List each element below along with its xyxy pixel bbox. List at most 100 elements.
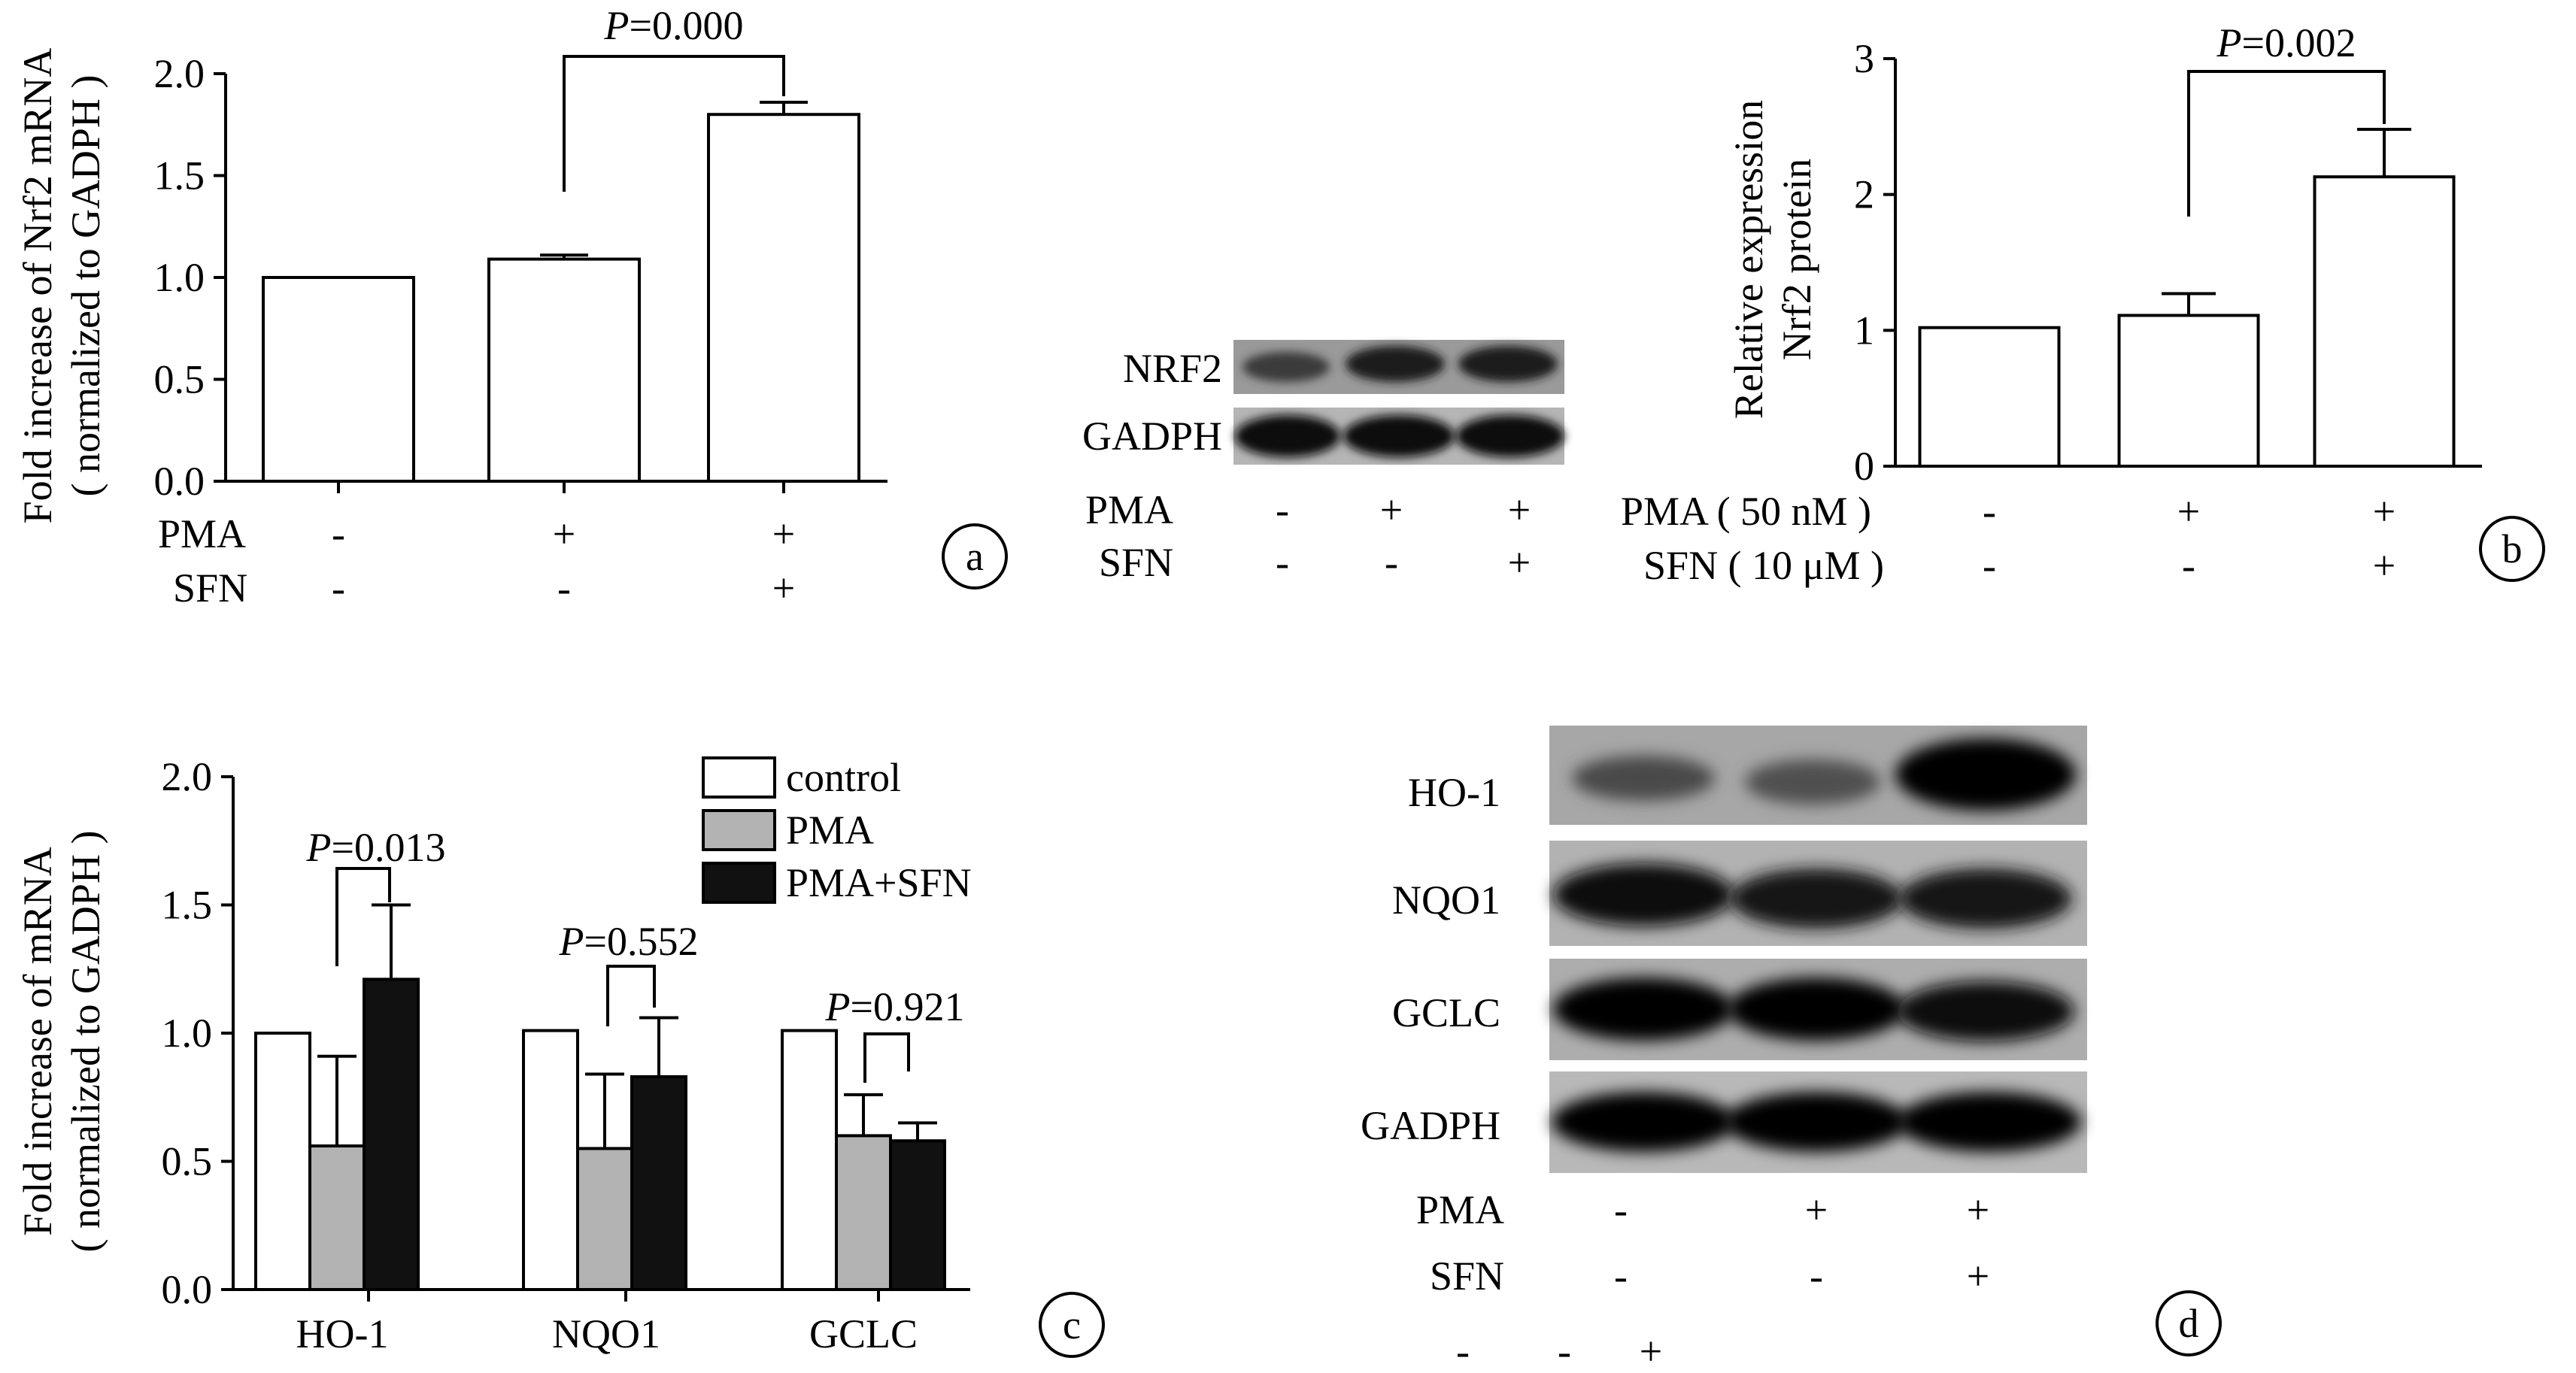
panel-a-row2-label: SFN (173, 565, 247, 611)
panel-d-label: d (2179, 1301, 2199, 1346)
bar (2117, 314, 2260, 468)
panel-a-sig-bracket (563, 55, 785, 192)
panel-c-sig-value: =0.552 (584, 919, 699, 964)
blot-nrf2-label-gadph: GADPH (1082, 414, 1222, 459)
blot-band (1343, 415, 1455, 457)
panel-d-row1-mark: - (1614, 1187, 1628, 1232)
blot-band (1728, 977, 1905, 1041)
y-tick-label: 2.0 (154, 51, 205, 96)
blot-d-label-nqo1: NQO1 (1392, 877, 1500, 923)
panel-a-sig-label: P=0.000 (604, 3, 744, 48)
y-tick-label: 1.5 (162, 883, 213, 928)
bar-control (522, 1029, 579, 1291)
panel-a-row1-label: PMA (158, 511, 246, 556)
blot-band (1899, 868, 2072, 929)
y-tick-label: 1.0 (162, 1011, 213, 1056)
bar-control (781, 1029, 838, 1291)
blot-nrf2-row2-label: SFN (1099, 540, 1173, 585)
panel-d-row1-mark: + (1967, 1187, 1989, 1232)
panel-c-sig-p: P (306, 825, 332, 870)
panel-a-row1-mark: + (772, 511, 795, 556)
panel-a-significance: P=0.000 (563, 3, 785, 192)
legend-swatch-control (702, 756, 776, 799)
panel-b-row1-mark: - (1983, 489, 1996, 534)
panel-a-ylabel: Fold increase of Nrf2 mRNA ( normalized … (15, 48, 108, 524)
blot-nrf2-row1-mark: + (1508, 487, 1531, 532)
panel-a-label-circle (942, 523, 1008, 590)
panel-b-label: b (2502, 526, 2523, 571)
panel-b-ylabel-line2: Nrf2 protein (1774, 159, 1819, 360)
y-tick-label: 2.0 (162, 754, 213, 799)
blot-band (1897, 981, 2074, 1041)
y-tick-label: 0.5 (162, 1139, 213, 1184)
panel-b-row1-label: PMA ( 50 nM ) (1621, 489, 1871, 534)
panel-b-sig-p: P (2216, 20, 2242, 65)
blot-band (1553, 977, 1734, 1041)
blot-nrf2-row2-mark: - (1385, 540, 1398, 585)
panel-c-sig-value: =0.013 (332, 825, 446, 870)
panel-b: Relative expression Nrf2 protein 0 1 2 3 P=… (1621, 20, 2545, 588)
blot-d-bands (1552, 738, 2081, 1152)
blot-band (1552, 1092, 1735, 1152)
panel-c-sig-label-gclc: P=0.921 (825, 984, 965, 1029)
blot-nrf2-bands (1242, 346, 1558, 382)
panel-c-sig-p: P (825, 984, 851, 1029)
blot-d-label-gadph: GADPH (1361, 1103, 1500, 1148)
panel-d-row2-mark: - (1614, 1253, 1628, 1299)
blot-nrf2-row2-mark: + (1508, 540, 1531, 585)
panel-d: HO-1 NQO1 GCLC GADPH PMA SFN - + + - - +… (1361, 726, 2222, 1373)
panel-c-sig-value: =0.921 (851, 984, 965, 1029)
y-tick-label: 2 (1854, 172, 1874, 217)
legend-swatch-pma (702, 809, 776, 851)
blot-nrf2-label-nrf2: NRF2 (1123, 346, 1222, 391)
panel-b-sig-label: P=0.002 (2216, 20, 2356, 65)
y-tick-label: 0.5 (154, 357, 205, 402)
panel-d-row2-mark: + (1967, 1253, 1989, 1299)
y-tick-label: 0.0 (154, 459, 205, 504)
blot-nrf2: NRF2 GADPH PMA SFN - + + - - + (1082, 340, 1564, 585)
bar-pma-sfn (363, 977, 420, 1291)
panel-b-label-circle (2479, 516, 2545, 582)
bar (262, 276, 415, 483)
panel-a-bars (262, 100, 860, 483)
x-category-label: GCLC (809, 1311, 918, 1356)
blot-band (1730, 868, 1903, 929)
bar (1918, 326, 2061, 468)
panel-b-row2-mark: - (2182, 543, 2195, 588)
panel-d-row3-mark: - (1558, 1329, 1571, 1373)
y-tick-label: 1 (1854, 308, 1874, 353)
panel-a-ylabel-line1: Fold increase of Nrf2 mRNA (15, 48, 60, 524)
panel-a-sig-p: P (604, 3, 630, 48)
panel-b-ylabel-line1: Relative expression (1726, 100, 1771, 419)
bar-pma-sfn (630, 1074, 687, 1291)
bar (487, 257, 641, 483)
blot-band (1553, 863, 1734, 926)
panel-b-row1-mark: + (2373, 489, 2395, 534)
panel-c-legend: control PMA PMA+SFN (702, 755, 972, 905)
x-category-label: HO-1 (296, 1311, 389, 1356)
panel-c-sig-bracket-nqo1 (606, 965, 656, 1026)
panel-b-row2-mark: + (2373, 543, 2395, 588)
y-tick-label: 1.0 (154, 255, 205, 300)
panel-d-row2-mark: - (1810, 1253, 1823, 1299)
blot-band (1242, 352, 1330, 382)
panel-c-label: c (1063, 1302, 1081, 1347)
panel-c-ticks: 0.0 0.5 1.0 1.5 2.0 (162, 754, 880, 1312)
panel-a-sig-value: =0.000 (630, 3, 744, 48)
bar-pma (308, 1144, 366, 1292)
blot-band (1725, 1092, 1908, 1152)
blot-band (1458, 346, 1558, 382)
blot-nrf2-row1-mark: + (1380, 487, 1403, 532)
panel-b-ticks: 0 1 2 3 (1854, 36, 1895, 489)
blot-band (1895, 738, 2076, 811)
bar (707, 113, 860, 483)
panel-b-row2-mark: - (1983, 543, 1996, 588)
panel-a-label: a (966, 534, 984, 579)
panel-d-row1-label: PMA (1416, 1187, 1504, 1232)
panel-c-sig-bracket-gclc (863, 1032, 910, 1083)
panel-b-significance: P=0.002 (2187, 20, 2386, 217)
panel-c-sig-label-nqo1: P=0.552 (559, 919, 699, 964)
panel-b-row1-mark: + (2177, 489, 2200, 534)
x-category-label: NQO1 (552, 1311, 660, 1356)
panel-a-ticks: 0.0 0.5 1.0 1.5 2.0 (154, 51, 785, 504)
